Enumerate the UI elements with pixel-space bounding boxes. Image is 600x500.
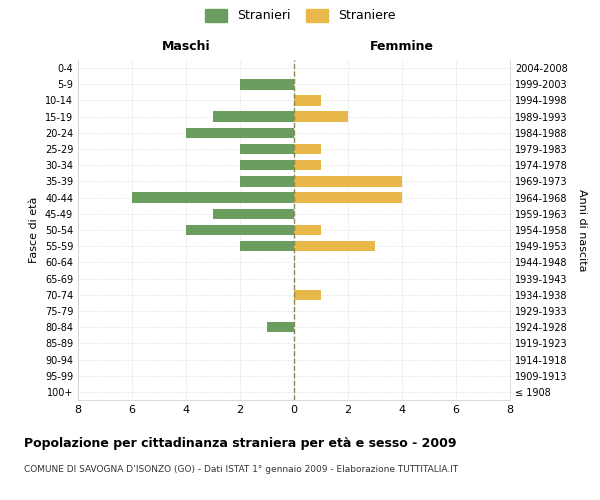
Bar — [240, 79, 294, 90]
Text: Maschi: Maschi — [161, 40, 211, 52]
Y-axis label: Fasce di età: Fasce di età — [29, 197, 39, 263]
Bar — [294, 192, 402, 203]
Bar — [240, 160, 294, 170]
Text: Popolazione per cittadinanza straniera per età e sesso - 2009: Popolazione per cittadinanza straniera p… — [24, 438, 457, 450]
Bar — [294, 224, 321, 235]
Bar — [294, 95, 321, 106]
Bar — [267, 322, 294, 332]
Bar — [240, 144, 294, 154]
Legend: Stranieri, Straniere: Stranieri, Straniere — [205, 8, 395, 22]
Text: COMUNE DI SAVOGNA D’ISONZO (GO) - Dati ISTAT 1° gennaio 2009 - Elaborazione TUTT: COMUNE DI SAVOGNA D’ISONZO (GO) - Dati I… — [24, 465, 458, 474]
Bar — [132, 192, 294, 203]
Bar — [240, 241, 294, 252]
Bar — [294, 144, 321, 154]
Bar — [294, 176, 402, 186]
Bar — [294, 290, 321, 300]
Bar — [240, 176, 294, 186]
Bar — [213, 208, 294, 219]
Bar — [213, 112, 294, 122]
Bar — [186, 128, 294, 138]
Y-axis label: Anni di nascita: Anni di nascita — [577, 188, 587, 271]
Bar — [294, 112, 348, 122]
Text: Femmine: Femmine — [370, 40, 434, 52]
Bar — [186, 224, 294, 235]
Bar — [294, 241, 375, 252]
Bar — [294, 160, 321, 170]
